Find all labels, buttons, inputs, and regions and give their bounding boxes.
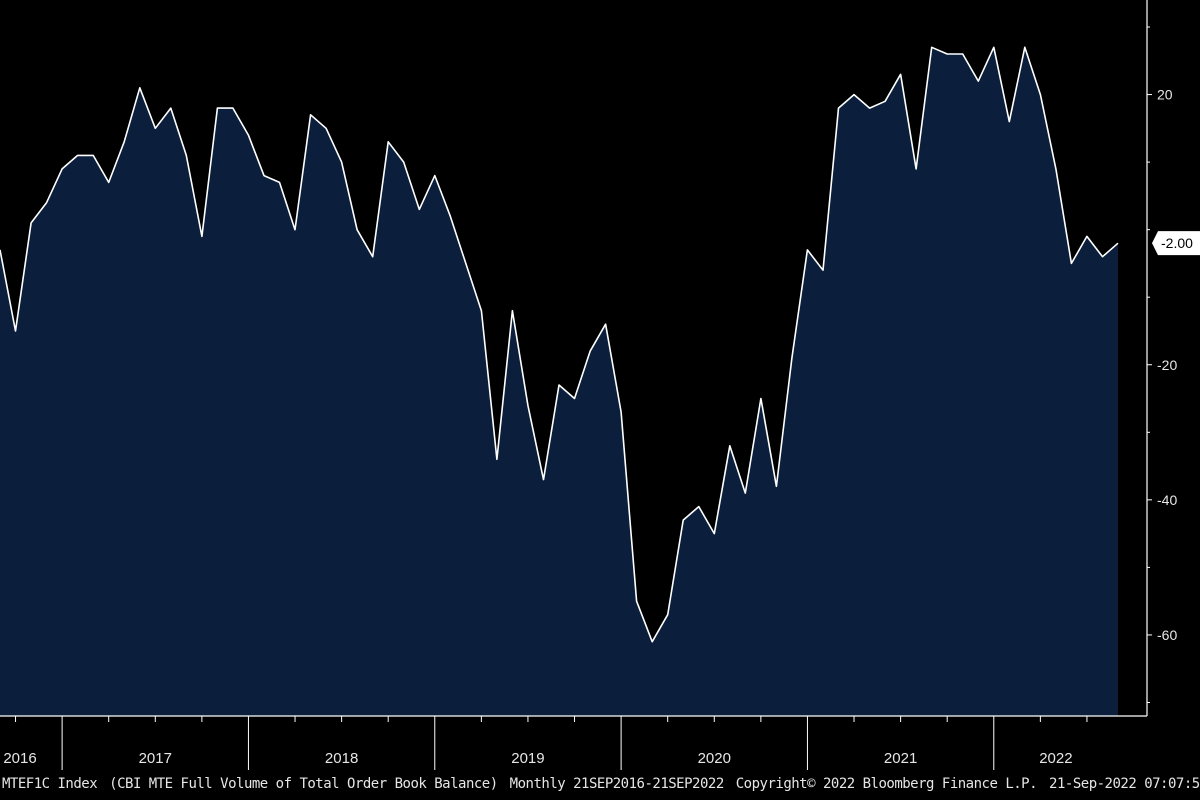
- series-area: [0, 47, 1118, 717]
- x-tick-label-2017: 2017: [139, 750, 172, 767]
- x-tick-label-2019: 2019: [511, 750, 544, 767]
- footer-description: (CBI MTE Full Volume of Total Order Book…: [109, 776, 498, 792]
- y-tick-label-20: 20: [1157, 87, 1173, 103]
- x-tick-label-2018: 2018: [325, 750, 358, 767]
- x-tick-label-2021: 2021: [884, 750, 917, 767]
- series-line: [0, 46, 1119, 643]
- area-layer: [0, 46, 1119, 717]
- x-tick-label-2016: 2016: [3, 750, 36, 767]
- footer-timestamp: 21-Sep-2022 07:07:54: [1049, 776, 1200, 792]
- last-value-marker: -2.00: [1152, 231, 1200, 256]
- x-tick-label-2020: 2020: [698, 750, 731, 767]
- last-value-label: -2.00: [1161, 235, 1193, 251]
- footer-frequency-range: Monthly 21SEP2016-21SEP2022: [509, 776, 725, 792]
- x-tick-label-2022: 2022: [1039, 750, 1072, 767]
- footer-copyright: Copyright© 2022 Bloomberg Finance L.P.: [735, 776, 1038, 792]
- axis-layer: [0, 0, 1152, 770]
- y-tick-label--20: -20: [1157, 357, 1177, 373]
- chart-footer: MTEF1C Index (CBI MTE Full Volume of Tota…: [2, 776, 1200, 798]
- tick-label-layer: 20 -20 -40 -60 2016 2017 2018 2019 2020 2021 2022: [3, 87, 1177, 767]
- y-tick-label--60: -60: [1157, 627, 1177, 643]
- footer-ticker: MTEF1C Index: [2, 776, 98, 792]
- last-value-badge: [1152, 231, 1200, 256]
- last-value-marker-layer: -2.00: [1152, 231, 1200, 256]
- y-tick-label--40: -40: [1157, 492, 1177, 508]
